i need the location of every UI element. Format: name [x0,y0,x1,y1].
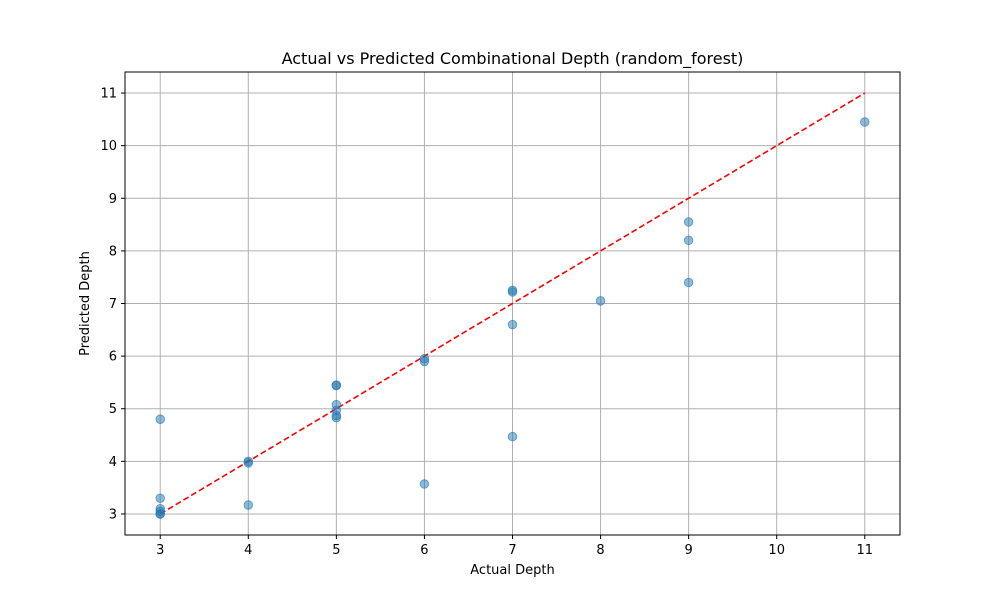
y-tick-label: 11 [100,87,117,102]
x-tick-label: 3 [156,543,164,558]
x-tick-label: 11 [856,543,873,558]
reference-line [159,92,866,515]
data-point [419,479,430,489]
x-tick-label: 8 [596,543,604,558]
x-tick-label: 9 [684,543,692,558]
points-layer [155,117,870,519]
data-point [860,117,870,127]
data-point [155,414,165,424]
x-tick-label: 7 [508,543,516,558]
chart-title: Actual vs Predicted Combinational Depth … [282,49,744,69]
data-point [507,319,518,330]
data-point [507,287,518,297]
data-point [683,235,694,246]
x-axis-label: Actual Depth [470,563,554,578]
data-point [155,509,165,519]
x-tick-label: 5 [332,543,340,558]
data-point [331,380,342,391]
y-axis-ticks: 3 4 5 6 7 8 9 10 11 [100,87,125,522]
x-tick-label: 4 [244,543,252,558]
y-tick-label: 7 [109,297,117,312]
data-point [243,500,253,510]
data-point [331,412,342,423]
data-point [595,296,606,306]
y-tick-label: 5 [109,402,117,417]
data-point [507,431,518,442]
y-tick-label: 8 [109,244,117,259]
x-tick-label: 10 [768,543,785,558]
data-point [155,493,165,503]
data-point [243,458,253,468]
y-tick-label: 10 [100,139,117,154]
y-tick-label: 4 [109,455,117,470]
y-tick-label: 6 [109,350,117,365]
data-point [683,277,694,288]
y-axis-label: Predicted Depth [78,251,93,356]
y-tick-label: 3 [109,507,117,522]
x-axis-ticks: 3 4 5 6 7 8 9 10 11 [156,535,873,558]
grid [125,72,900,535]
reference-line-layer [159,92,866,515]
x-tick-label: 6 [420,543,428,558]
data-point [683,217,694,227]
data-point [419,356,430,367]
y-tick-label: 9 [109,192,117,207]
